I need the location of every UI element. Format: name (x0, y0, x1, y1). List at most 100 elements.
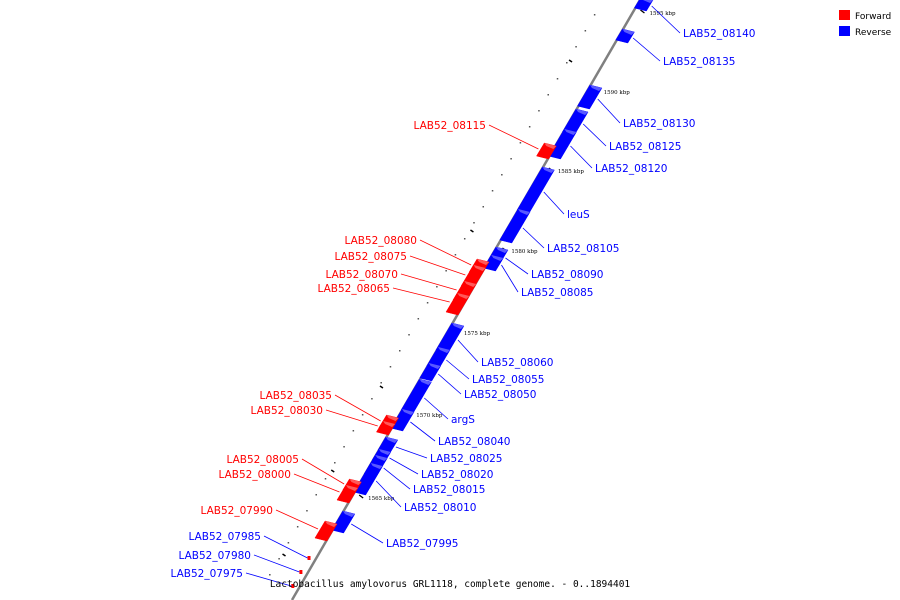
lab52-08060-label[interactable]: LAB52_08060 (481, 357, 554, 369)
lab52-08000-leader-line (293, 473, 340, 493)
lab52-08120-gene-highlight (564, 129, 577, 135)
scale-label: 1595 kbp (649, 11, 676, 17)
lab52-08005-gene-highlight (349, 479, 362, 485)
lab52-08115-gene[interactable] (536, 142, 557, 160)
major-tick (379, 385, 384, 389)
lab52-07975-label[interactable]: LAB52_07975 (171, 568, 244, 580)
lab52-07995-gene[interactable] (331, 510, 356, 534)
lab52-08120-leader-line (570, 145, 593, 169)
lab52-08020-label[interactable]: LAB52_08020 (421, 469, 494, 481)
lab52-08105-gene[interactable] (499, 208, 531, 244)
lab52-07975-gene[interactable] (291, 584, 295, 588)
lab52-07995-label[interactable]: LAB52_07995 (386, 538, 459, 550)
lab52-08115-label[interactable]: LAB52_08115 (414, 120, 487, 132)
lab52-08135-gene-highlight (622, 29, 635, 35)
lab52-08030-label[interactable]: LAB52_08030 (251, 405, 324, 417)
lab52-08075-gene-highlight (473, 265, 486, 271)
lab52-07985-leader-line (263, 535, 308, 559)
lab52-08065-gene-body (445, 292, 470, 316)
lab52-08070-label[interactable]: LAB52_08070 (326, 269, 399, 281)
lab52-08015-gene-highlight (375, 455, 388, 461)
lab52-08010-label[interactable]: LAB52_08010 (404, 502, 477, 514)
lab52-08125-gene-highlight (576, 109, 589, 115)
minor-tick (454, 254, 457, 256)
lab52-07980-label[interactable]: LAB52_07980 (179, 550, 252, 562)
lab52-08080-label[interactable]: LAB52_08080 (345, 235, 418, 247)
lab52-07980-gene[interactable] (299, 570, 303, 574)
lab52-07990-gene[interactable] (314, 520, 338, 542)
args-label[interactable]: argS (451, 414, 475, 426)
scale-label: 1570 kbp (416, 413, 443, 419)
minor-tick (491, 190, 494, 192)
lab52-08035-label[interactable]: LAB52_08035 (260, 390, 333, 402)
lab52-08005-leader-line (301, 458, 345, 485)
minor-tick (519, 142, 522, 144)
lab52-08065-label[interactable]: LAB52_08065 (318, 283, 391, 295)
lab52-08105-gene-body (499, 208, 531, 244)
scale-label: 1580 kbp (511, 249, 538, 255)
lab52-08065-gene[interactable] (445, 292, 470, 316)
lab52-08050-gene[interactable] (419, 362, 442, 382)
lab52-08075-label[interactable]: LAB52_08075 (335, 251, 408, 263)
lab52-08075-leader-line (409, 255, 466, 276)
leus-label[interactable]: leuS (567, 209, 590, 221)
lab52-08025-label[interactable]: LAB52_08025 (430, 453, 503, 465)
legend-label-forward: Forward (855, 12, 891, 22)
lab52-08055-leader-line (446, 359, 470, 380)
lab52-08055-label[interactable]: LAB52_08055 (472, 374, 545, 386)
lab52-08130-label[interactable]: LAB52_08130 (623, 118, 696, 130)
scale-label: 1585 kbp (558, 169, 585, 175)
lab52-08135-label[interactable]: LAB52_08135 (663, 56, 736, 68)
minor-tick (334, 462, 336, 464)
minor-tick (361, 414, 364, 416)
lab52-07995-gene-highlight (342, 511, 355, 517)
lab52-08105-label[interactable]: LAB52_08105 (547, 243, 620, 255)
lab52-08010-gene[interactable] (353, 462, 384, 496)
lab52-08040-gene-highlight (402, 409, 415, 415)
minor-tick (473, 222, 475, 224)
lab52-08010-gene-highlight (370, 463, 383, 469)
lab52-08050-label[interactable]: LAB52_08050 (464, 389, 537, 401)
lab52-08135-gene-body (615, 28, 635, 44)
args-gene[interactable] (400, 378, 432, 414)
leus-gene[interactable] (516, 166, 555, 214)
lab52-08040-label[interactable]: LAB52_08040 (438, 436, 511, 448)
lab52-08120-gene[interactable] (548, 128, 577, 160)
lab52-07990-label[interactable]: LAB52_07990 (201, 505, 274, 517)
lab52-08130-gene[interactable] (577, 84, 603, 110)
lab52-08005-label[interactable]: LAB52_08005 (227, 454, 300, 466)
lab52-08025-gene-highlight (385, 437, 398, 443)
lab52-08140-gene[interactable] (633, 0, 654, 12)
lab52-08120-label[interactable]: LAB52_08120 (595, 163, 668, 175)
minor-tick (380, 382, 382, 384)
scale-tick (358, 494, 364, 499)
lab52-08060-gene-highlight (451, 323, 464, 329)
lab52-08080-leader-line (419, 239, 472, 266)
lab52-08050-gene-highlight (428, 363, 441, 369)
minor-tick (315, 494, 317, 496)
lab52-08085-label[interactable]: LAB52_08085 (521, 287, 594, 299)
lab52-08130-gene-highlight (589, 85, 602, 91)
lab52-08000-gene[interactable] (336, 484, 359, 504)
scale-label: 1590 kbp (604, 90, 631, 96)
lab52-08140-label[interactable]: LAB52_08140 (683, 28, 756, 40)
lab52-08015-label[interactable]: LAB52_08015 (413, 484, 486, 496)
minor-tick (510, 158, 512, 160)
lab52-08000-label[interactable]: LAB52_08000 (219, 469, 292, 481)
legend-swatch-forward (839, 10, 850, 20)
minor-tick (408, 334, 410, 336)
lab52-08130-leader-line (597, 98, 621, 124)
lab52-08030-gene[interactable] (376, 420, 396, 436)
minor-tick (538, 110, 540, 112)
lab52-08090-label[interactable]: LAB52_08090 (531, 269, 604, 281)
lab52-08065-gene-highlight (457, 293, 470, 299)
lab52-08030-gene-body (376, 420, 396, 436)
scale-tick (640, 9, 645, 14)
lab52-08125-label[interactable]: LAB52_08125 (609, 141, 682, 153)
minor-tick (399, 350, 401, 352)
lab52-07985-gene[interactable] (307, 556, 311, 560)
lab52-08135-gene[interactable] (615, 28, 635, 44)
minor-tick (584, 30, 587, 32)
lab52-07985-label[interactable]: LAB52_07985 (189, 531, 262, 543)
